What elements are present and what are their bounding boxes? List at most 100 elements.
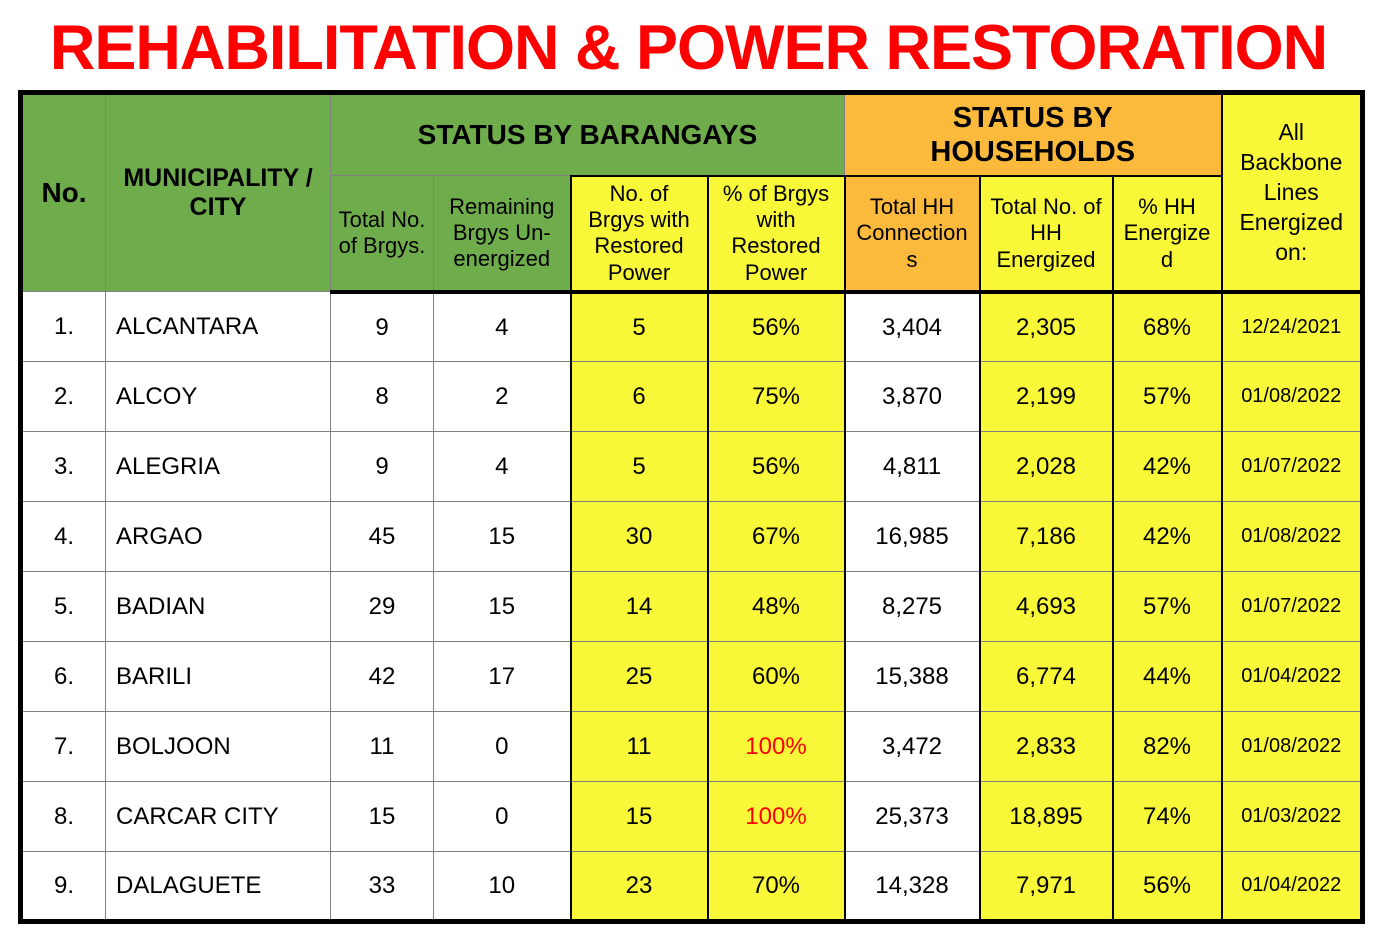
municipality-cell: ARGAO	[105, 501, 331, 573]
backbone-date-cell: 01/07/2022	[1220, 571, 1364, 643]
table-row: 4. ARGAO 45 15 30 67% 16,985 7,186 42% 0…	[20, 501, 1364, 573]
municipality-cell: ALCOY	[105, 361, 331, 433]
total-hh-cell: 8,275	[843, 571, 981, 643]
hh-energized-cell: 7,186	[978, 501, 1114, 573]
total-hh-cell: 14,328	[843, 851, 981, 923]
restored-brgys-cell: 30	[569, 501, 709, 573]
remaining-brgys-cell: 15	[433, 501, 571, 573]
hh-energized-cell: 18,895	[978, 781, 1114, 853]
municipality-cell: BOLJOON	[105, 711, 331, 783]
restored-brgys-cell: 5	[569, 431, 709, 503]
remaining-brgys-cell: 0	[433, 711, 571, 783]
header-pct-hh-energized: % HH Energized	[1111, 174, 1223, 294]
pct-restored-cell: 100%	[706, 781, 846, 853]
header-municipality: MUNICIPALITY / CITY	[105, 92, 331, 293]
hh-energized-cell: 7,971	[978, 851, 1114, 923]
header-pct-restored: % of Brgys with Restored Power	[706, 174, 846, 294]
restored-brgys-cell: 14	[569, 571, 709, 643]
header-band-row: No. MUNICIPALITY / CITY STATUS BY BARANG…	[20, 91, 1364, 294]
header-backbone-energized: All Backbone Lines Energized on:	[1220, 91, 1364, 294]
table-row: 8. CARCAR CITY 15 0 15 100% 25,373 18,89…	[20, 781, 1364, 853]
row-index-cell: 5.	[20, 571, 106, 643]
municipality-cell: BARILI	[105, 641, 331, 713]
header-sub-row: Total No. of Brgys. Remaining Brgys Un-e…	[21, 174, 1363, 294]
backbone-date-cell: 01/04/2022	[1220, 641, 1364, 713]
municipality-cell: DALAGUETE	[105, 851, 331, 923]
total-brgys-cell: 45	[330, 501, 434, 573]
pct-restored-cell: 56%	[706, 291, 846, 363]
row-index-cell: 2.	[20, 361, 106, 433]
header-remaining-brgys: Remaining Brgys Un-energized	[433, 175, 571, 294]
total-hh-cell: 15,388	[843, 641, 981, 713]
hh-energized-cell: 2,199	[978, 361, 1114, 433]
hh-energized-cell: 6,774	[978, 641, 1114, 713]
restored-brgys-cell: 5	[569, 291, 709, 363]
remaining-brgys-cell: 4	[433, 431, 571, 503]
backbone-date-cell: 01/08/2022	[1220, 711, 1364, 783]
backbone-date-cell: 01/08/2022	[1220, 501, 1364, 573]
header-status-by-barangays: STATUS BY BARANGAYS	[330, 92, 845, 177]
total-brgys-cell: 15	[330, 781, 434, 853]
remaining-brgys-cell: 17	[433, 641, 571, 713]
header-total-hh-connections: Total HH Connections	[843, 174, 981, 294]
pct-hh-cell: 57%	[1111, 571, 1223, 643]
row-index-cell: 3.	[20, 431, 106, 503]
hh-energized-cell: 2,028	[978, 431, 1114, 503]
remaining-brgys-cell: 15	[433, 571, 571, 643]
header-no: No.	[20, 92, 106, 293]
total-hh-cell: 3,472	[843, 711, 981, 783]
pct-restored-cell: 75%	[706, 361, 846, 433]
restored-brgys-cell: 15	[569, 781, 709, 853]
municipality-cell: ALCANTARA	[105, 291, 331, 363]
power-restoration-table: No. MUNICIPALITY / CITY STATUS BY BARANG…	[18, 90, 1365, 925]
page-title: REHABILITATION & POWER RESTORATION	[49, 13, 1328, 83]
total-brgys-cell: 9	[330, 431, 434, 503]
backbone-date-cell: 01/03/2022	[1220, 781, 1364, 853]
municipality-cell: CARCAR CITY	[105, 781, 331, 853]
header-restored-brgys: No. of Brgys with Restored Power	[569, 174, 709, 294]
restored-brgys-cell: 23	[569, 851, 709, 923]
backbone-date-cell: 12/24/2021	[1220, 291, 1364, 363]
pct-restored-cell: 48%	[706, 571, 846, 643]
total-brgys-cell: 9	[330, 291, 434, 363]
municipality-cell: BADIAN	[105, 571, 331, 643]
row-index-cell: 1.	[20, 291, 106, 363]
total-brgys-cell: 42	[330, 641, 434, 713]
table-row: 7. BOLJOON 11 0 11 100% 3,472 2,833 82% …	[20, 711, 1364, 783]
remaining-brgys-cell: 10	[433, 851, 571, 923]
hh-energized-cell: 2,833	[978, 711, 1114, 783]
backbone-date-cell: 01/07/2022	[1220, 431, 1364, 503]
total-brgys-cell: 8	[330, 361, 434, 433]
table-row: 5. BADIAN 29 15 14 48% 8,275 4,693 57% 0…	[20, 571, 1364, 643]
header-status-by-households: STATUS BY HOUSEHOLDS	[844, 92, 1222, 177]
pct-hh-cell: 42%	[1111, 431, 1223, 503]
hh-energized-cell: 2,305	[978, 291, 1114, 363]
table-row: 3. ALEGRIA 9 4 5 56% 4,811 2,028 42% 01/…	[20, 431, 1364, 503]
row-index-cell: 9.	[20, 851, 106, 923]
pct-restored-cell: 56%	[706, 431, 846, 503]
total-hh-cell: 4,811	[843, 431, 981, 503]
table-row: 9. DALAGUETE 33 10 23 70% 14,328 7,971 5…	[20, 851, 1364, 923]
header-total-brgys: Total No. of Brgys.	[330, 175, 434, 294]
remaining-brgys-cell: 0	[433, 781, 571, 853]
pct-hh-cell: 42%	[1111, 501, 1223, 573]
pct-restored-cell: 100%	[706, 711, 846, 783]
pct-hh-cell: 57%	[1111, 361, 1223, 433]
hh-energized-cell: 4,693	[978, 571, 1114, 643]
table-row: 1. ALCANTARA 9 4 5 56% 3,404 2,305 68% 1…	[20, 291, 1364, 363]
pct-hh-cell: 74%	[1111, 781, 1223, 853]
total-brgys-cell: 11	[330, 711, 434, 783]
restored-brgys-cell: 6	[569, 361, 709, 433]
header-hh-energized: Total No. of HH Energized	[978, 174, 1114, 294]
total-hh-cell: 3,870	[843, 361, 981, 433]
row-index-cell: 4.	[20, 501, 106, 573]
restored-brgys-cell: 25	[569, 641, 709, 713]
table-row: 6. BARILI 42 17 25 60% 15,388 6,774 44% …	[20, 641, 1364, 713]
total-hh-cell: 16,985	[843, 501, 981, 573]
total-brgys-cell: 33	[330, 851, 434, 923]
table-row: 2. ALCOY 8 2 6 75% 3,870 2,199 57% 01/08…	[20, 361, 1364, 433]
pct-hh-cell: 82%	[1111, 711, 1223, 783]
pct-hh-cell: 56%	[1111, 851, 1223, 923]
backbone-date-cell: 01/08/2022	[1220, 361, 1364, 433]
row-index-cell: 8.	[20, 781, 106, 853]
